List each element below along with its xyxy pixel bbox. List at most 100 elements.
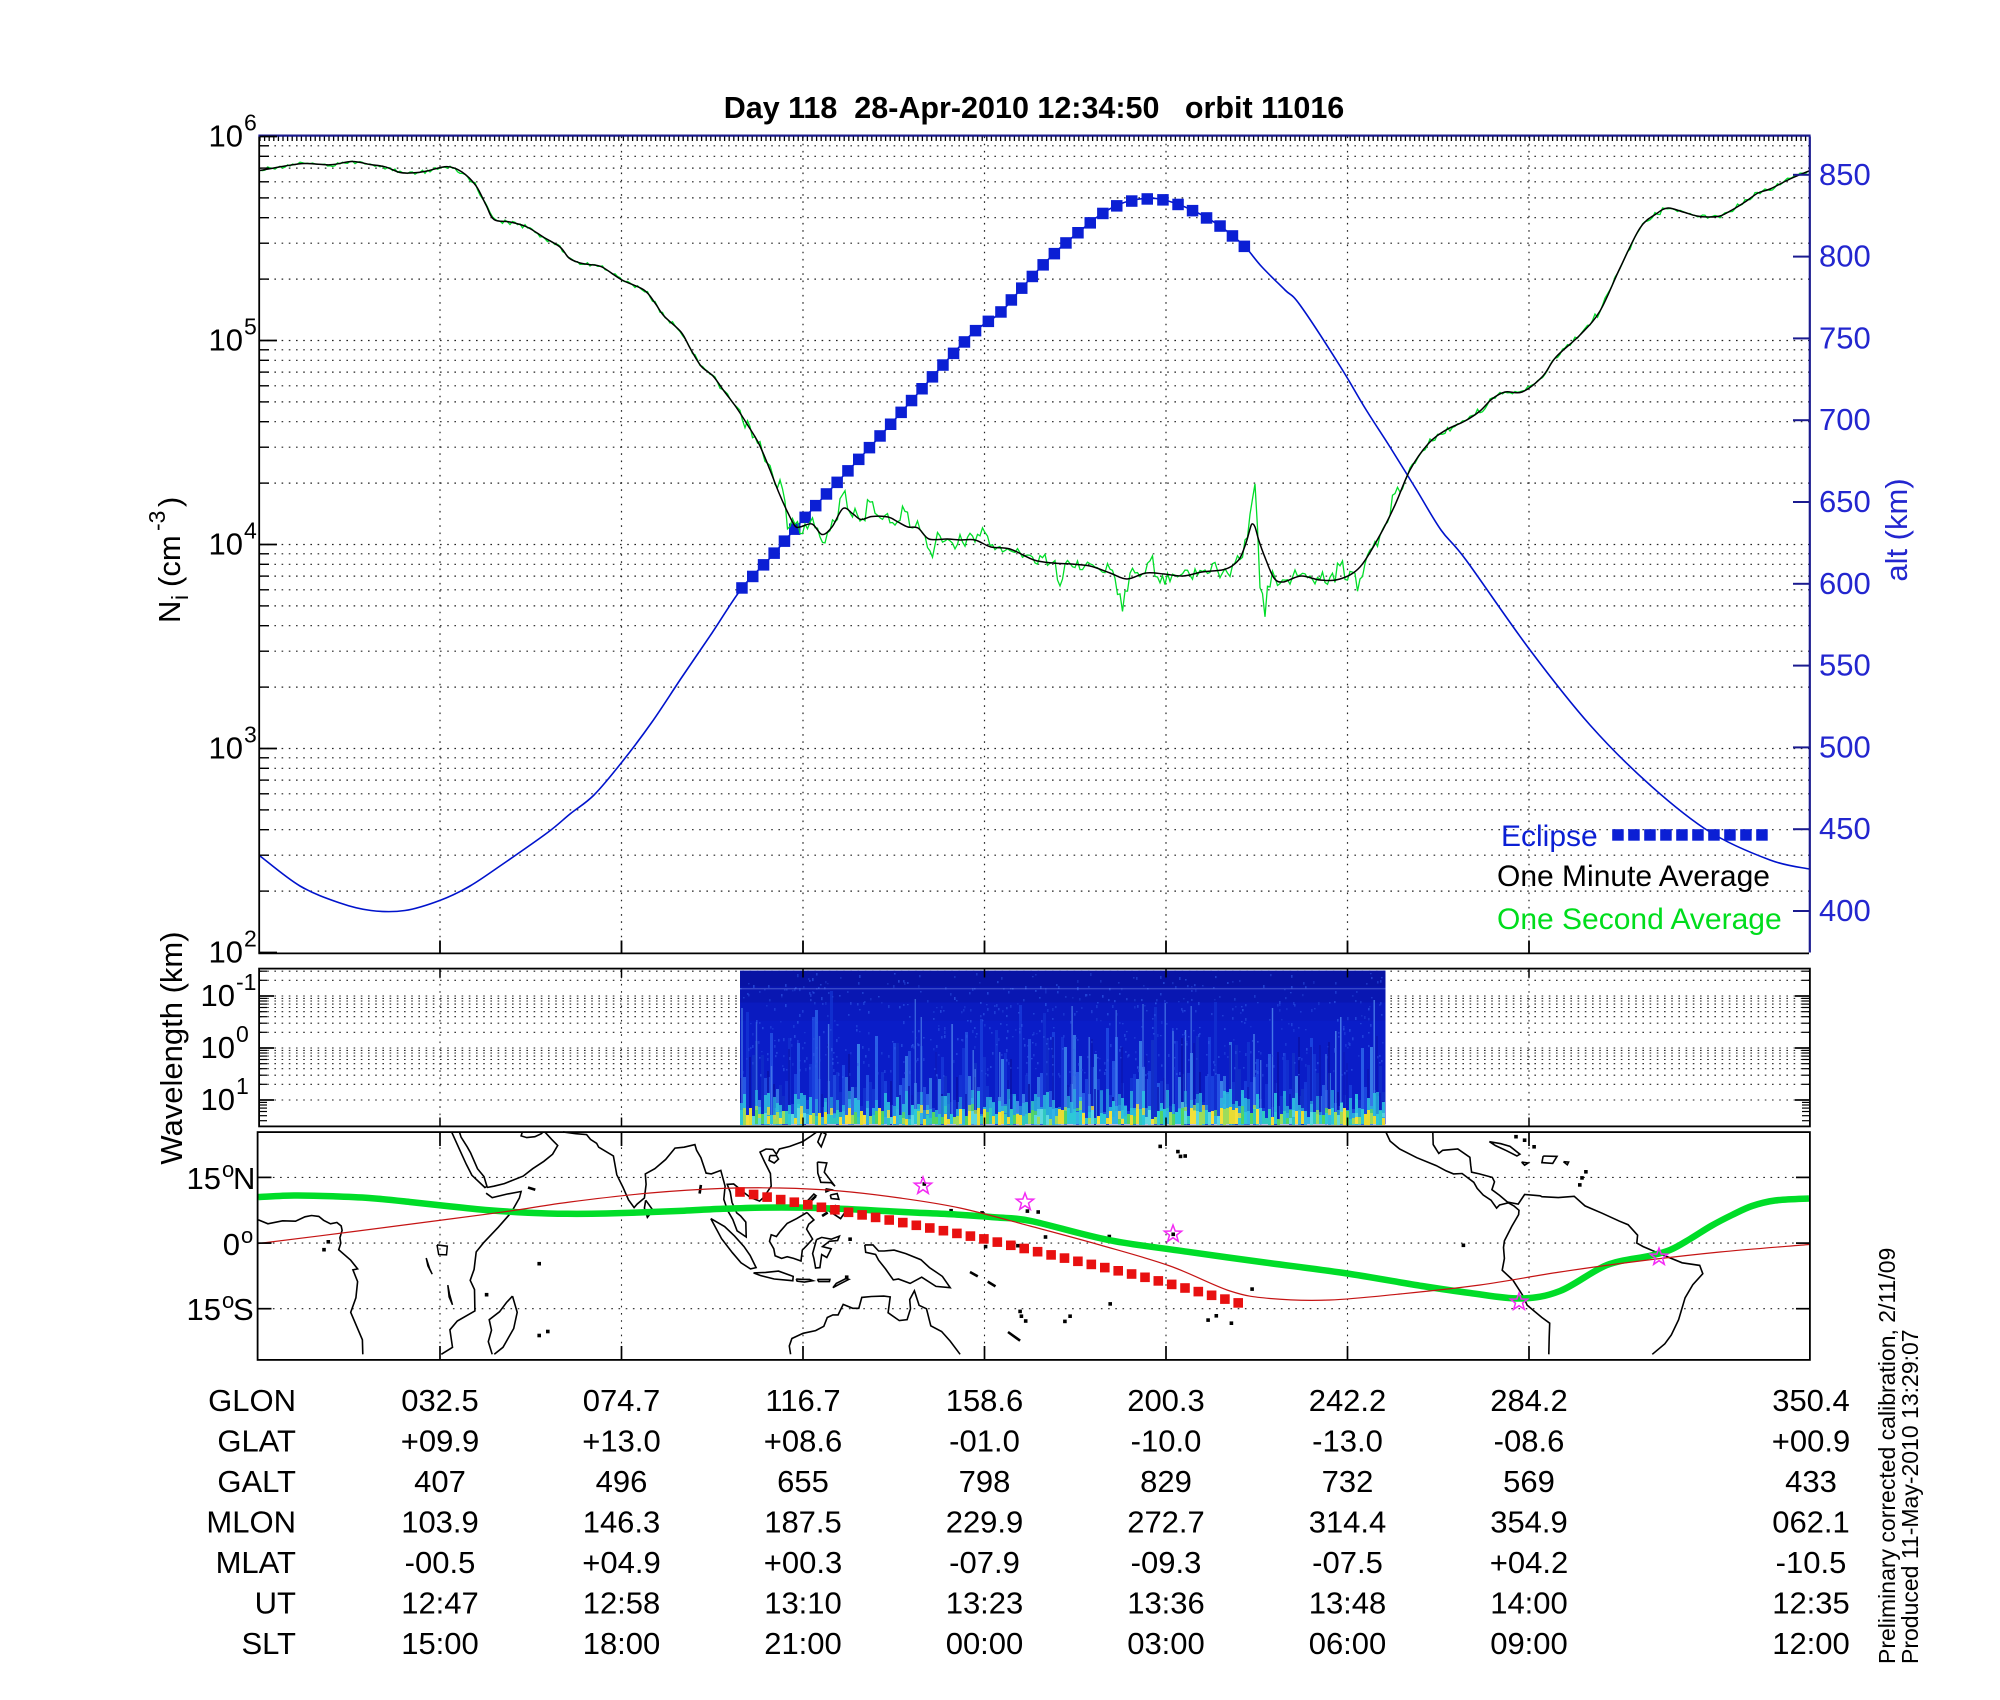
svg-text:SLT: SLT <box>241 1626 296 1661</box>
svg-text:21:00: 21:00 <box>764 1626 842 1661</box>
svg-text:1: 1 <box>236 1073 249 1099</box>
svg-text:Produced 11-May-2010 13:29:07: Produced 11-May-2010 13:29:07 <box>1897 1329 1923 1664</box>
svg-text:03:00: 03:00 <box>1127 1626 1205 1661</box>
svg-text:6: 6 <box>244 110 257 136</box>
svg-text:13:36: 13:36 <box>1127 1586 1205 1621</box>
svg-text:433: 433 <box>1785 1464 1837 1499</box>
svg-text:12:58: 12:58 <box>583 1586 661 1621</box>
svg-text:Preliminary corrected calibrat: Preliminary corrected calibration, 2/11/… <box>1874 1248 1900 1664</box>
svg-text:18:00: 18:00 <box>583 1626 661 1661</box>
svg-text:450: 450 <box>1819 811 1871 846</box>
svg-text:2: 2 <box>244 926 257 952</box>
svg-text:062.1: 062.1 <box>1772 1505 1850 1540</box>
svg-text:354.9: 354.9 <box>1490 1505 1568 1540</box>
svg-text:032.5: 032.5 <box>401 1383 479 1418</box>
svg-text:798: 798 <box>959 1464 1011 1499</box>
svg-text:15:00: 15:00 <box>401 1626 479 1661</box>
svg-text:o: o <box>222 1288 234 1313</box>
svg-text:S: S <box>233 1292 254 1327</box>
svg-text:0: 0 <box>236 1021 249 1047</box>
svg-text:One Minute Average: One Minute Average <box>1497 860 1770 893</box>
svg-text:-10.5: -10.5 <box>1776 1545 1847 1580</box>
svg-text:800: 800 <box>1819 239 1871 274</box>
svg-text:750: 750 <box>1819 320 1871 355</box>
svg-text:-1: -1 <box>236 969 256 995</box>
svg-text:-08.6: -08.6 <box>1494 1424 1565 1459</box>
svg-text:): ) <box>152 497 187 507</box>
svg-text:+08.6: +08.6 <box>764 1424 842 1459</box>
svg-text:10: 10 <box>209 935 243 970</box>
svg-text:272.7: 272.7 <box>1127 1505 1205 1540</box>
svg-text:06:00: 06:00 <box>1309 1626 1387 1661</box>
svg-text:13:23: 13:23 <box>946 1586 1024 1621</box>
svg-text:-09.3: -09.3 <box>1131 1545 1202 1580</box>
svg-text:600: 600 <box>1819 566 1871 601</box>
svg-text:GALT: GALT <box>217 1464 296 1499</box>
svg-text:N: N <box>233 1161 255 1196</box>
svg-text:3: 3 <box>244 722 257 748</box>
svg-text:732: 732 <box>1322 1464 1374 1499</box>
svg-text:12:35: 12:35 <box>1772 1586 1850 1621</box>
svg-text:+13.0: +13.0 <box>582 1424 660 1459</box>
svg-text:Day 118 28-Apr-2010 12:34:50: Day 118 28-Apr-2010 12:34:50 orbit 11016 <box>724 91 1345 125</box>
svg-text:229.9: 229.9 <box>946 1505 1024 1540</box>
svg-text:700: 700 <box>1819 402 1871 437</box>
svg-text:103.9: 103.9 <box>401 1505 479 1540</box>
svg-text:o: o <box>222 1157 234 1182</box>
svg-text:-10.0: -10.0 <box>1131 1424 1202 1459</box>
svg-text:alt (km): alt (km) <box>1879 478 1914 581</box>
svg-text:-07.9: -07.9 <box>949 1545 1020 1580</box>
svg-text:4: 4 <box>244 518 257 544</box>
svg-text:15: 15 <box>187 1161 221 1196</box>
svg-text:314.4: 314.4 <box>1309 1505 1387 1540</box>
svg-text:074.7: 074.7 <box>583 1383 661 1418</box>
svg-text:0: 0 <box>223 1227 240 1262</box>
svg-text:10: 10 <box>209 323 243 358</box>
svg-text:200.3: 200.3 <box>1127 1383 1205 1418</box>
svg-text:655: 655 <box>777 1464 829 1499</box>
svg-text:MLON: MLON <box>206 1505 296 1540</box>
svg-text:00:00: 00:00 <box>946 1626 1024 1661</box>
svg-text:14:00: 14:00 <box>1490 1586 1568 1621</box>
svg-text:Eclipse: Eclipse <box>1501 820 1598 853</box>
svg-text:MLAT: MLAT <box>216 1545 296 1580</box>
svg-text:400: 400 <box>1819 893 1871 928</box>
svg-text:+04.9: +04.9 <box>582 1545 660 1580</box>
svg-text:09:00: 09:00 <box>1490 1626 1568 1661</box>
svg-text:-00.5: -00.5 <box>405 1545 476 1580</box>
svg-text:-3: -3 <box>144 511 170 531</box>
svg-text:10: 10 <box>201 978 235 1013</box>
svg-text:One Second Average: One Second Average <box>1497 903 1782 936</box>
svg-text:-07.5: -07.5 <box>1312 1545 1383 1580</box>
svg-text:-01.0: -01.0 <box>949 1424 1020 1459</box>
svg-text:UT: UT <box>255 1586 296 1621</box>
svg-text:850: 850 <box>1819 157 1871 192</box>
svg-text:+00.3: +00.3 <box>764 1545 842 1580</box>
svg-text:+09.9: +09.9 <box>401 1424 479 1459</box>
svg-text:o: o <box>241 1223 253 1248</box>
svg-text:10: 10 <box>209 119 243 154</box>
svg-text:N: N <box>152 601 187 623</box>
svg-text:158.6: 158.6 <box>946 1383 1024 1418</box>
svg-text:12:00: 12:00 <box>1772 1626 1850 1661</box>
svg-text:12:47: 12:47 <box>401 1586 479 1621</box>
svg-text:10: 10 <box>209 527 243 562</box>
svg-text:5: 5 <box>244 314 257 340</box>
svg-text:242.2: 242.2 <box>1309 1383 1387 1418</box>
svg-text:GLON: GLON <box>208 1383 296 1418</box>
svg-text:-13.0: -13.0 <box>1312 1424 1383 1459</box>
svg-text:10: 10 <box>209 731 243 766</box>
svg-text:146.3: 146.3 <box>583 1505 661 1540</box>
svg-text:550: 550 <box>1819 648 1871 683</box>
svg-text:GLAT: GLAT <box>217 1424 296 1459</box>
svg-text:10: 10 <box>201 1082 235 1117</box>
svg-text:350.4: 350.4 <box>1772 1383 1850 1418</box>
svg-text:i: i <box>167 595 193 600</box>
svg-text:Wavelength (km): Wavelength (km) <box>154 931 189 1164</box>
svg-text:407: 407 <box>414 1464 466 1499</box>
svg-text:13:48: 13:48 <box>1309 1586 1387 1621</box>
svg-text:15: 15 <box>187 1292 221 1327</box>
svg-text:+00.9: +00.9 <box>1772 1424 1850 1459</box>
svg-text:10: 10 <box>201 1030 235 1065</box>
svg-text:500: 500 <box>1819 729 1871 764</box>
